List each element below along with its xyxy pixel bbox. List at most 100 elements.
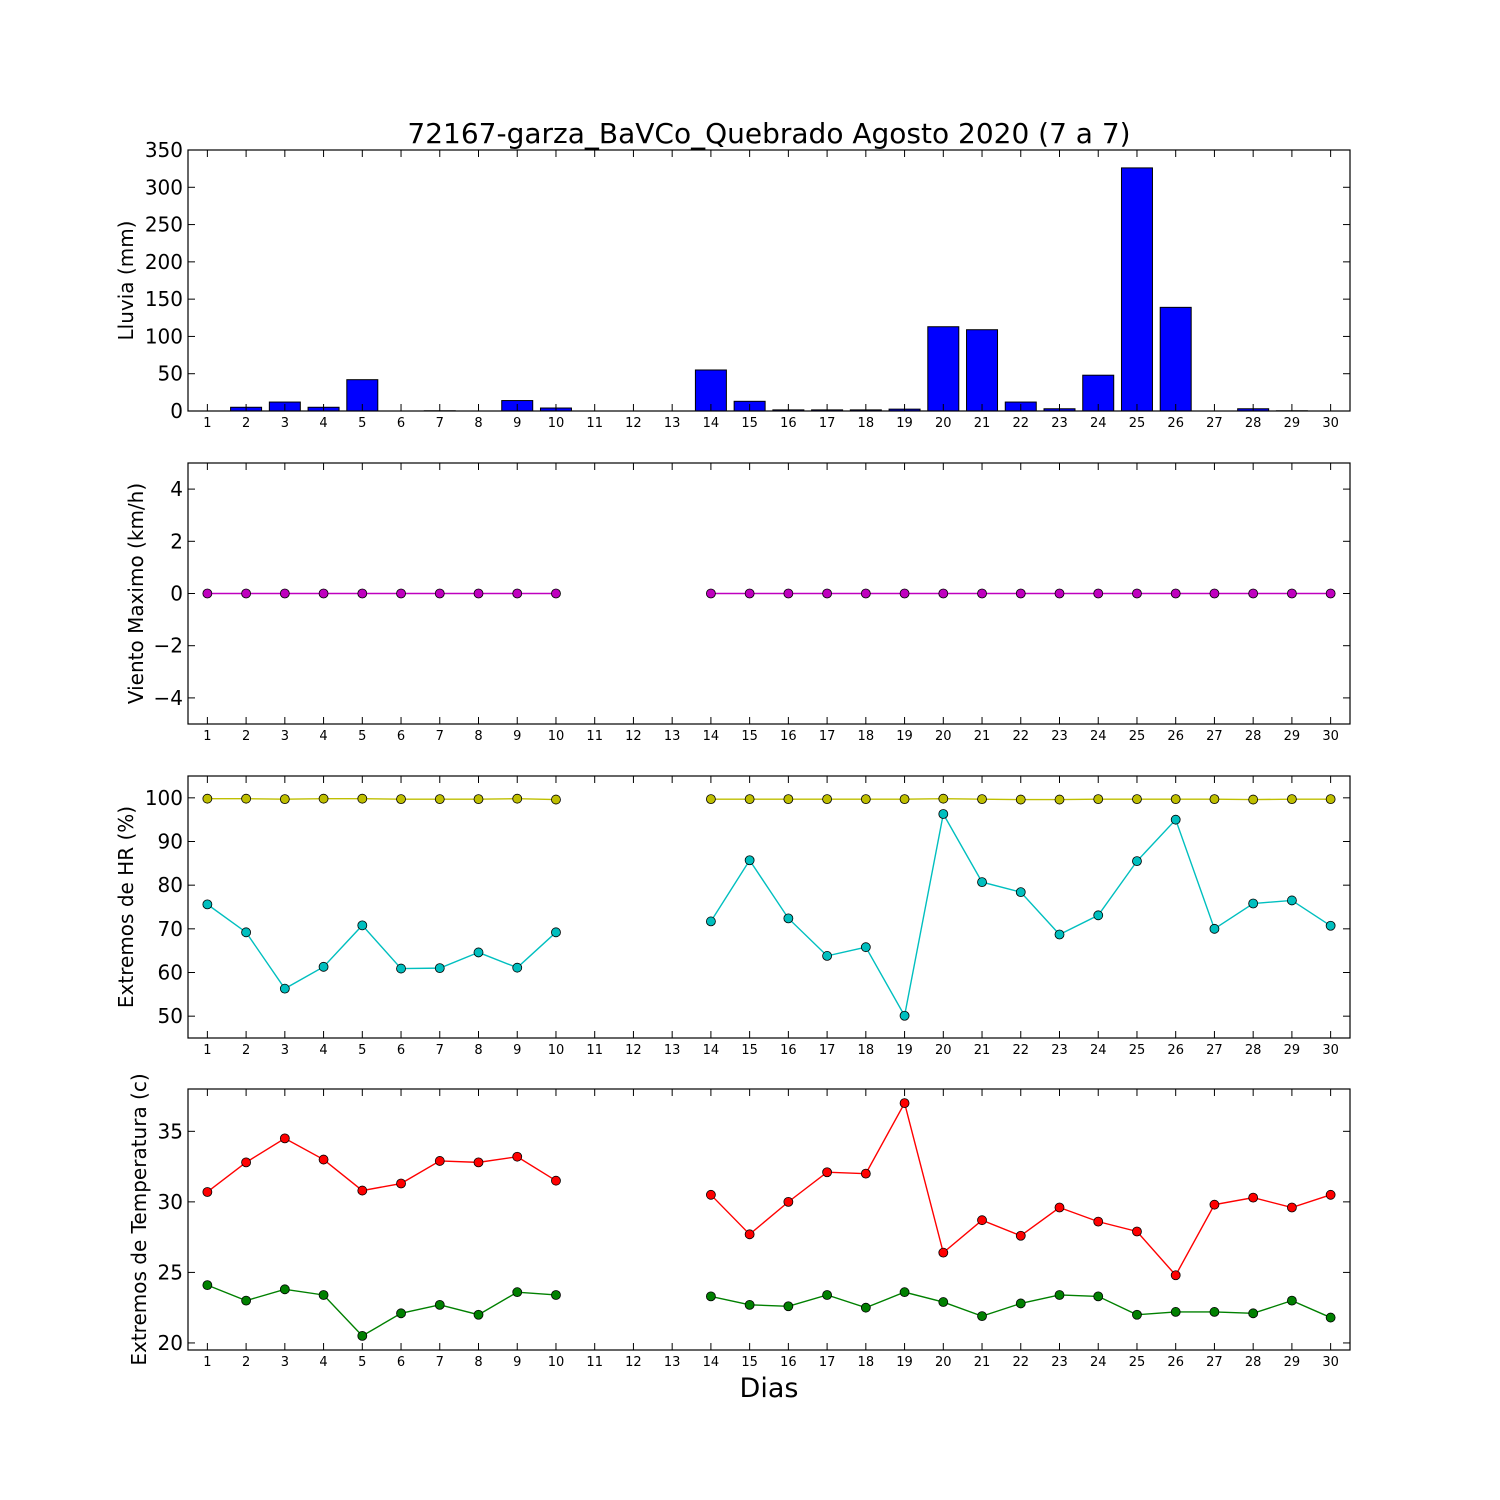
x-tick-label: 20	[935, 1043, 952, 1058]
series-0-point-day-14	[706, 1189, 716, 1200]
x-tick-label: 15	[741, 416, 758, 431]
x-tick-label: 6	[397, 416, 405, 431]
series-0-point-day-26	[1170, 588, 1181, 599]
series-1-point-day-8	[473, 1309, 484, 1320]
series-1-point-day-29	[1287, 1295, 1297, 1306]
series-0-point-day-28	[1248, 1192, 1259, 1203]
series-0-point-day-9	[512, 588, 523, 599]
series-1-point-day-7	[434, 963, 445, 974]
x-tick-label: 26	[1167, 1043, 1184, 1058]
series-1-point-day-23	[1054, 1290, 1065, 1300]
x-tick-label: 6	[397, 729, 405, 744]
series-1-point-day-14	[706, 916, 716, 927]
series-1-point-day-5	[357, 1330, 368, 1341]
x-tick-label: 14	[703, 1355, 720, 1370]
series-0-line-segment-1	[710, 1101, 1331, 1277]
series-0-point-day-18	[860, 588, 871, 599]
y-tick-label: 2	[170, 529, 183, 553]
x-tick-label: 20	[935, 416, 952, 431]
series-0-point-day-5	[357, 793, 368, 804]
x-tick-label: 12	[625, 1043, 642, 1058]
x-tick-label: 5	[358, 416, 366, 431]
series-1-point-day-17	[822, 951, 832, 961]
series-1-point-day-4	[318, 1290, 329, 1300]
chart-title: 72167-garza_BaVCo_Quebrado Agosto 2020 (…	[407, 117, 1130, 150]
x-tick-label: 22	[1012, 729, 1029, 744]
series-0-point-day-18	[860, 794, 871, 805]
x-tick-label: 26	[1167, 416, 1184, 431]
x-tick-label: 15	[741, 1043, 758, 1058]
x-tick-label: 17	[819, 416, 836, 431]
x-tick-label: 7	[436, 416, 444, 431]
x-tick-label: 27	[1206, 1043, 1223, 1058]
series-0-point-day-15	[744, 1229, 755, 1240]
x-tick-label: 1	[203, 416, 211, 431]
y-tick-label: 0	[170, 399, 183, 423]
x-tick-label: 14	[703, 1043, 720, 1058]
x-tick-label: 10	[548, 729, 565, 744]
series-0-point-day-20	[938, 793, 949, 804]
x-tick-label: 9	[513, 1355, 521, 1370]
x-tick-label: 6	[397, 1043, 405, 1058]
series-0-point-day-22	[1015, 588, 1026, 599]
series-0-point-day-7	[434, 588, 445, 599]
series-1-point-day-17	[822, 1290, 832, 1300]
series-1-point-day-28	[1248, 898, 1259, 909]
y-tick-label: 300	[145, 175, 183, 199]
plot-frame	[187, 775, 1351, 1039]
x-tick-label: 12	[625, 1355, 642, 1370]
x-tick-label: 8	[474, 1043, 482, 1058]
series-1-point-day-14	[706, 1291, 716, 1302]
y-tick-label: 100	[145, 324, 183, 348]
series-0-point-day-21	[977, 794, 987, 805]
x-tick-label: 26	[1167, 729, 1184, 744]
y-axis-label: Extremos de HR (%)	[114, 806, 138, 1008]
x-tick-label: 24	[1090, 416, 1107, 431]
series-0-point-day-30	[1325, 588, 1336, 599]
series-1-point-day-15	[744, 1299, 755, 1310]
series-0-point-day-17	[822, 588, 832, 599]
x-tick-label: 10	[548, 1355, 565, 1370]
series-0-line-segment-0	[207, 798, 556, 801]
x-tick-label: 17	[819, 1355, 836, 1370]
y-tick-label: −4	[154, 686, 183, 710]
x-tick-label: 2	[242, 416, 250, 431]
x-tick-label: 1	[203, 729, 211, 744]
series-1-point-day-23	[1054, 929, 1065, 940]
series-0-point-day-3	[279, 794, 290, 805]
x-tick-label: 17	[819, 1043, 836, 1058]
x-tick-label: 7	[436, 1043, 444, 1058]
y-tick-label: 50	[158, 362, 183, 386]
x-tick-label: 28	[1245, 1355, 1262, 1370]
series-1-point-day-3	[279, 1284, 290, 1295]
series-0-point-day-10	[551, 588, 561, 599]
x-tick-label: 28	[1245, 1043, 1262, 1058]
series-0-point-day-29	[1287, 794, 1297, 805]
series-0-point-day-7	[434, 794, 445, 805]
series-0-point-day-16	[783, 588, 794, 599]
y-axis-label: Extremos de Temperatura (c)	[127, 1073, 151, 1365]
series-1-point-day-29	[1287, 895, 1297, 906]
x-tick-label: 29	[1284, 1355, 1301, 1370]
series-0-point-day-23	[1054, 1202, 1065, 1213]
x-tick-label: 22	[1012, 416, 1029, 431]
series-1-point-day-1	[202, 1280, 213, 1291]
series-1-point-day-25	[1132, 1309, 1142, 1320]
series-0-point-day-26	[1170, 794, 1181, 805]
x-tick-label: 24	[1090, 729, 1107, 744]
y-axis-label: Lluvia (mm)	[114, 221, 138, 341]
series-0-point-day-6	[396, 1178, 406, 1189]
x-tick-label: 15	[741, 1355, 758, 1370]
series-0-point-day-24	[1093, 588, 1104, 599]
series-1-point-day-21	[977, 1311, 987, 1322]
y-tick-label: 150	[145, 287, 183, 311]
series-0-point-day-24	[1093, 1216, 1104, 1227]
x-tick-label: 2	[242, 1043, 250, 1058]
series-0-point-day-19	[899, 588, 910, 599]
series-0-point-day-21	[977, 588, 987, 599]
x-tick-label: 25	[1129, 1043, 1146, 1058]
series-0-point-day-19	[899, 794, 910, 805]
